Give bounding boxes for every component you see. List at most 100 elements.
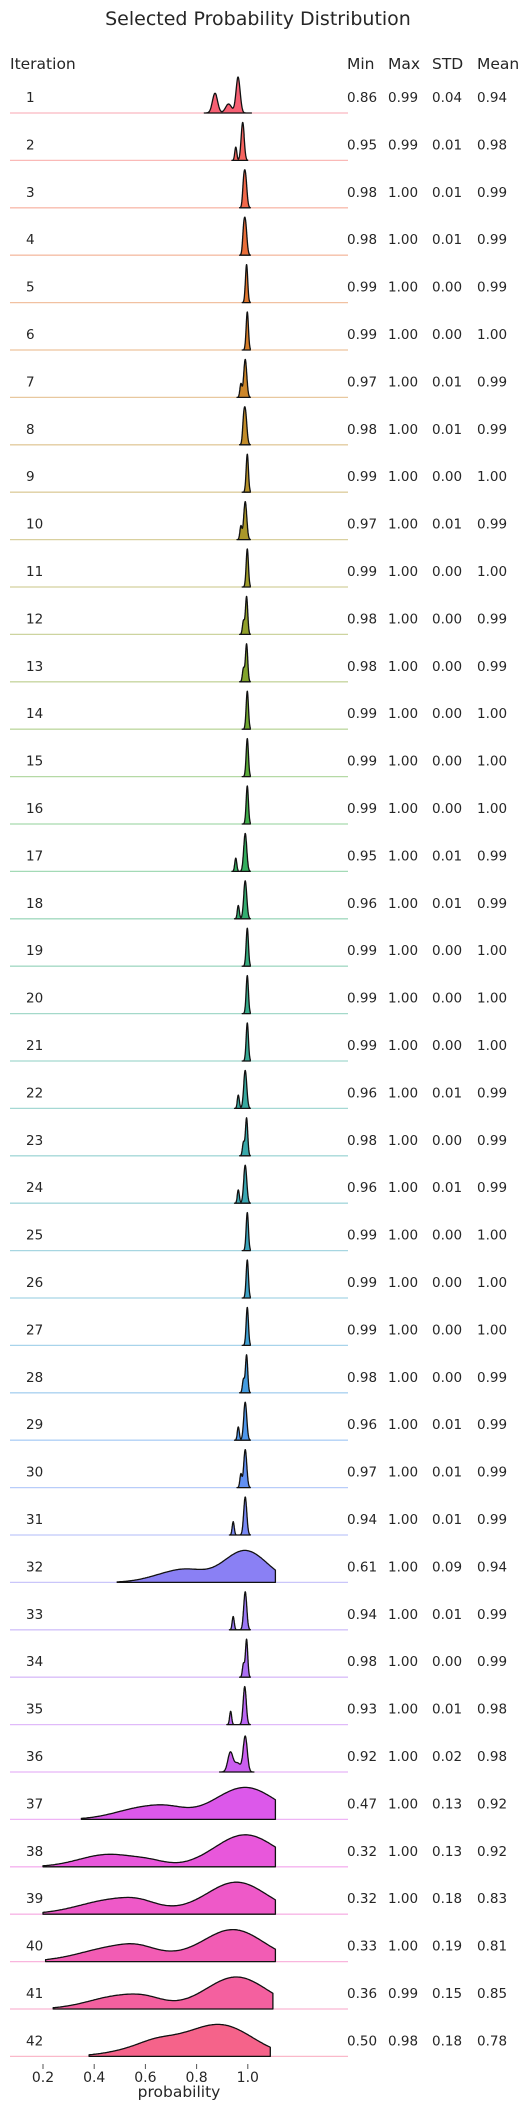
density-curve: [231, 832, 251, 873]
stat-min-value: 0.50: [347, 2033, 377, 2049]
density-curve: [238, 1638, 251, 1678]
stat-mean-value: 0.92: [477, 1796, 507, 1812]
stat-std-value: 0.00: [432, 564, 462, 580]
iteration-label: 42: [26, 2033, 43, 2049]
stat-std-value: 0.01: [432, 848, 462, 864]
iteration-label: 19: [26, 943, 43, 959]
stat-min-value: 0.99: [347, 991, 377, 1007]
ridge-row: 29 0.96 1.00 0.01 0.99: [10, 1401, 507, 1441]
stat-max-value: 1.00: [388, 1607, 418, 1623]
stat-max-value: 1.00: [388, 1417, 418, 1433]
stat-max-value: 1.00: [388, 469, 418, 485]
stat-mean-value: 1.00: [477, 1275, 507, 1291]
stat-mean-value: 0.99: [477, 1133, 507, 1149]
stat-std-value: 0.01: [432, 1607, 462, 1623]
stat-mean-value: 1.00: [477, 564, 507, 580]
ridge-row: 8 0.98 1.00 0.01 0.99: [10, 406, 507, 446]
ridge-row: 7 0.97 1.00 0.01 0.99: [10, 358, 507, 399]
x-tick-label: 0.4: [83, 2070, 105, 2086]
ridge-row: 18 0.96 1.00 0.01 0.99: [10, 880, 507, 920]
iteration-label: 29: [26, 1417, 43, 1433]
ridge-row: 21 0.99 1.00 0.00 1.00: [10, 1022, 507, 1062]
stat-max-value: 1.00: [388, 327, 418, 343]
ridge-row: 5 0.99 1.00 0.00 0.99: [10, 263, 507, 304]
stat-mean-value: 0.83: [477, 1891, 507, 1907]
stat-min-value: 0.33: [347, 1939, 377, 1955]
density-curve: [241, 927, 251, 967]
stat-min-value: 0.47: [347, 1796, 377, 1812]
density-curve: [231, 121, 249, 162]
stat-mean-value: 0.99: [477, 1607, 507, 1623]
stat-min-value: 0.99: [347, 1228, 377, 1244]
iteration-label: 1: [26, 90, 35, 106]
stat-max-value: 1.00: [388, 1749, 418, 1765]
stat-max-value: 1.00: [388, 564, 418, 580]
stat-std-value: 0.01: [432, 1417, 462, 1433]
density-curve: [238, 595, 251, 636]
stat-mean-value: 0.99: [477, 374, 507, 390]
stat-min-value: 0.92: [347, 1749, 377, 1765]
stat-mean-value: 0.99: [477, 1180, 507, 1196]
iteration-label: 5: [26, 280, 35, 296]
stat-std-value: 0.01: [432, 896, 462, 912]
density-curve: [218, 1735, 255, 1773]
stat-mean-value: 1.00: [477, 1322, 507, 1338]
stat-max-value: 1.00: [388, 659, 418, 675]
iteration-label: 28: [26, 1370, 43, 1386]
stat-mean-value: 0.99: [477, 848, 507, 864]
stat-mean-value: 0.99: [477, 896, 507, 912]
chart-title: Selected Probability Distribution: [105, 8, 411, 30]
iteration-label: 25: [26, 1228, 43, 1244]
stat-std-value: 0.00: [432, 327, 462, 343]
iteration-label: 41: [26, 1986, 43, 2002]
stat-min-value: 0.94: [347, 1607, 377, 1623]
stat-min-value: 0.98: [347, 1370, 377, 1386]
ridge-row: 15 0.99 1.00 0.00 1.00: [10, 737, 507, 778]
ridge-row: 3 0.98 1.00 0.01 0.99: [10, 169, 507, 209]
iteration-label: 7: [26, 374, 35, 390]
stat-max-value: 1.00: [388, 1228, 418, 1244]
iteration-label: 11: [26, 564, 43, 580]
ridge-row: 34 0.98 1.00 0.00 0.99: [10, 1638, 507, 1678]
ridge-row: 33 0.94 1.00 0.01 0.99: [10, 1591, 507, 1631]
density-curve: [238, 1117, 251, 1157]
stat-mean-value: 0.99: [477, 1654, 507, 1670]
density-curve: [241, 311, 251, 351]
stat-min-value: 0.99: [347, 801, 377, 817]
stat-mean-value: 0.99: [477, 280, 507, 296]
stat-std-value: 0.01: [432, 1702, 462, 1718]
stat-max-value: 1.00: [388, 1939, 418, 1955]
iteration-label: 34: [26, 1654, 43, 1670]
stat-std-value: 0.01: [432, 232, 462, 248]
stat-max-value: 0.99: [388, 90, 418, 106]
stat-max-value: 1.00: [388, 611, 418, 627]
stat-min-value: 0.96: [347, 1085, 377, 1101]
stat-max-value: 1.00: [388, 1844, 418, 1860]
stat-max-value: 1.00: [388, 374, 418, 390]
stat-max-value: 1.00: [388, 1322, 418, 1338]
iteration-label: 39: [26, 1891, 43, 1907]
iteration-label: 16: [26, 801, 43, 817]
stat-mean-value: 0.99: [477, 1465, 507, 1481]
stat-mean-value: 0.99: [477, 1085, 507, 1101]
stat-min-value: 0.97: [347, 374, 377, 390]
iteration-label: 12: [26, 611, 43, 627]
iteration-label: 13: [26, 659, 43, 675]
stat-header-max: Max: [388, 55, 420, 73]
ridge-row: 39 0.32 1.00 0.18 0.83: [10, 1881, 507, 1915]
stat-max-value: 1.00: [388, 422, 418, 438]
stat-mean-value: 0.99: [477, 517, 507, 533]
density-curve: [241, 1211, 251, 1252]
stat-mean-value: 0.92: [477, 1844, 507, 1860]
stat-std-value: 0.09: [432, 1559, 462, 1575]
stat-mean-value: 1.00: [477, 1038, 507, 1054]
stat-std-value: 0.00: [432, 943, 462, 959]
stat-min-value: 0.98: [347, 185, 377, 201]
iteration-label: 20: [26, 991, 43, 1007]
iteration-label: 37: [26, 1796, 43, 1812]
stat-max-value: 1.00: [388, 280, 418, 296]
density-curve: [241, 785, 251, 825]
stat-max-value: 1.00: [388, 1038, 418, 1054]
ridge-row: 31 0.94 1.00 0.01 0.99: [10, 1496, 507, 1536]
stat-max-value: 1.00: [388, 1702, 418, 1718]
